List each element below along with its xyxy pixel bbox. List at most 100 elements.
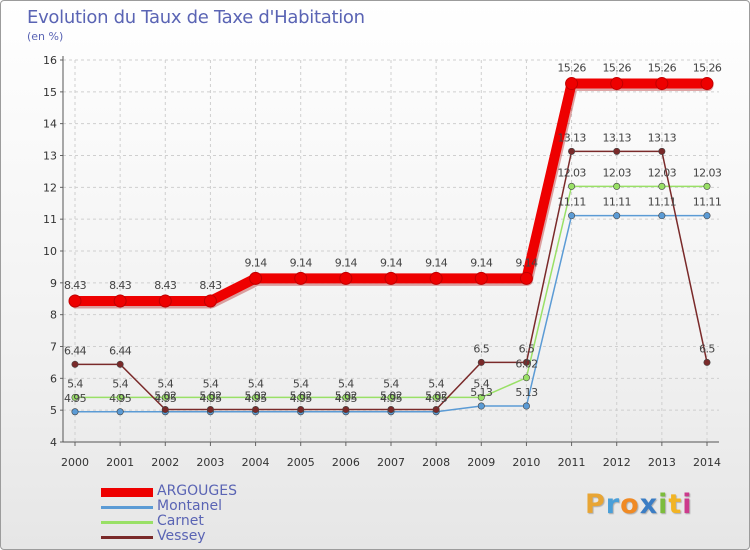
data-point-argouges xyxy=(339,271,353,285)
data-label-carnet: 5.4 xyxy=(473,377,489,390)
legend-label: Vessey xyxy=(157,528,206,544)
legend-label: ARGOUGES xyxy=(157,483,238,499)
data-point-carnet xyxy=(161,393,169,401)
data-point-argouges xyxy=(68,294,82,308)
data-label-vessey: 5.02 xyxy=(380,390,402,403)
data-point-montanel xyxy=(71,408,79,416)
data-label-argouges: 8.43 xyxy=(154,279,177,292)
data-label-vessey: 6.44 xyxy=(64,344,87,357)
data-point-vessey xyxy=(477,358,485,366)
data-labels: 8.43 8.43 8.43 8.43 9.14 9.14 9.14 9.14 9.14 9.14… xyxy=(64,62,722,405)
x-tick-label: 2011 xyxy=(558,456,586,469)
data-label-vessey: 5.02 xyxy=(199,390,221,403)
data-point-argouges xyxy=(519,271,533,285)
data-point-carnet xyxy=(342,393,350,401)
data-point-carnet xyxy=(568,182,576,190)
data-label-montanel: 11.11 xyxy=(557,196,586,209)
legend-item-vessey: Vessey xyxy=(101,528,301,545)
data-label-argouges: 15.26 xyxy=(557,62,586,75)
data-point-argouges xyxy=(294,271,308,285)
logo-letter: t xyxy=(668,489,683,520)
data-label-montanel: 4.95 xyxy=(199,392,222,405)
x-tick-label: 2002 xyxy=(151,456,179,469)
data-label-montanel: 11.11 xyxy=(648,196,677,209)
data-point-argouges xyxy=(610,77,624,91)
data-label-argouges: 8.43 xyxy=(109,279,132,292)
legend-swatch xyxy=(101,506,153,509)
data-label-vessey: 5.02 xyxy=(154,390,176,403)
data-label-montanel: 5.13 xyxy=(515,386,538,399)
legend-item-montanel: Montanel xyxy=(101,498,301,515)
series-shadow-argouges xyxy=(70,80,714,309)
data-label-montanel: 11.11 xyxy=(693,196,722,209)
data-point-argouges xyxy=(249,271,263,285)
data-label-carnet: 6.02 xyxy=(515,358,537,371)
data-label-vessey: 5.02 xyxy=(335,390,357,403)
data-point-carnet xyxy=(658,182,666,190)
series-points xyxy=(68,77,714,416)
data-label-carnet: 5.4 xyxy=(428,377,444,390)
proxiti-logo: Proxiti xyxy=(585,489,693,520)
legend-swatch xyxy=(101,536,153,539)
legend-label: Montanel xyxy=(157,498,222,514)
data-point-carnet xyxy=(71,393,79,401)
x-tick-label: 2006 xyxy=(332,456,360,469)
data-label-vessey: 13.13 xyxy=(648,131,677,144)
data-point-vessey xyxy=(116,360,124,368)
data-label-argouges: 9.14 xyxy=(290,256,313,269)
y-tick-label: 15 xyxy=(43,86,57,99)
data-label-argouges: 8.43 xyxy=(64,279,87,292)
logo-letter: o xyxy=(620,489,640,520)
x-tick-label: 2001 xyxy=(106,456,134,469)
data-point-carnet xyxy=(613,182,621,190)
x-tick-label: 2008 xyxy=(422,456,450,469)
axes: 4 5 6 7 8 9 10 11 12 13 14 15 16 2000 2001 2002 2003 2004… xyxy=(43,54,721,469)
data-label-argouges: 9.14 xyxy=(425,256,448,269)
data-point-argouges xyxy=(474,271,488,285)
legend-item-carnet: Carnet xyxy=(101,513,301,530)
data-label-carnet: 12.03 xyxy=(693,166,722,179)
x-tick-label: 2013 xyxy=(648,456,676,469)
data-label-vessey: 6.5 xyxy=(699,342,715,355)
data-point-carnet xyxy=(252,393,260,401)
data-point-vessey xyxy=(206,406,214,414)
data-label-montanel: 4.95 xyxy=(425,392,448,405)
logo-letter: x xyxy=(639,489,659,520)
y-tick-label: 11 xyxy=(43,213,57,226)
data-label-argouges: 9.14 xyxy=(515,256,538,269)
data-point-vessey xyxy=(568,147,576,155)
data-label-montanel: 11.11 xyxy=(602,196,631,209)
legend-swatch xyxy=(101,521,153,524)
y-tick-label: 4 xyxy=(50,436,57,449)
x-tick-label: 2009 xyxy=(467,456,495,469)
data-label-montanel: 4.95 xyxy=(64,392,87,405)
logo-letter: r xyxy=(605,489,621,520)
data-point-argouges xyxy=(429,271,443,285)
data-label-argouges: 9.14 xyxy=(470,256,493,269)
data-point-vessey xyxy=(432,406,440,414)
y-tick-label: 9 xyxy=(50,277,57,290)
y-tick-label: 16 xyxy=(43,54,57,67)
data-point-argouges xyxy=(565,77,579,91)
x-tick-label: 2007 xyxy=(377,456,405,469)
y-tick-label: 10 xyxy=(43,245,57,258)
data-label-montanel: 4.95 xyxy=(109,392,132,405)
data-label-vessey: 5.02 xyxy=(290,390,312,403)
data-label-montanel: 5.13 xyxy=(470,386,493,399)
legend: ARGOUGES Montanel Carnet Vessey xyxy=(101,483,301,545)
logo-letter: P xyxy=(585,489,606,520)
data-label-argouges: 9.14 xyxy=(380,256,403,269)
legend-swatch xyxy=(101,488,153,497)
data-label-carnet: 5.4 xyxy=(112,377,128,390)
data-label-argouges: 15.26 xyxy=(648,62,677,75)
data-point-montanel xyxy=(477,402,485,410)
x-tick-label: 2014 xyxy=(693,456,721,469)
data-label-argouges: 8.43 xyxy=(199,279,222,292)
data-label-carnet: 5.4 xyxy=(248,377,264,390)
data-point-vessey xyxy=(252,406,260,414)
data-point-argouges xyxy=(113,294,127,308)
data-point-vessey xyxy=(297,406,305,414)
data-point-carnet xyxy=(703,182,711,190)
data-label-carnet: 5.4 xyxy=(203,377,219,390)
